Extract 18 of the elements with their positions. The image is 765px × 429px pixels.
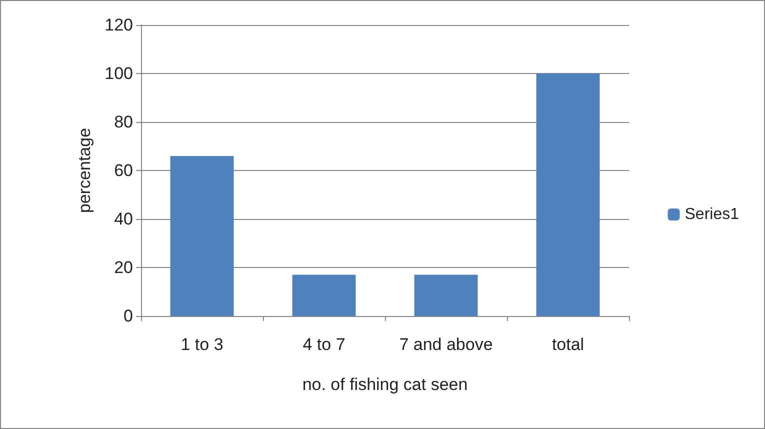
y-tick-label: 40: [114, 210, 133, 228]
x-tick-label: 4 to 7: [302, 335, 346, 354]
x-axis-title: no. of fishing cat seen: [302, 375, 468, 394]
y-tick-label: 60: [114, 161, 133, 180]
y-tick-label: 80: [114, 112, 133, 132]
y-tick-label: 100: [104, 64, 133, 83]
bar: [414, 274, 478, 316]
y-axis-title: percentage: [75, 128, 94, 214]
bar: [292, 274, 356, 316]
y-tick-label: 0: [124, 306, 133, 326]
x-tick-label: total: [552, 335, 584, 354]
x-tick-label: 7 and above: [399, 335, 493, 354]
bar: [170, 156, 234, 316]
x-tick-label: 1 to 3: [180, 335, 224, 354]
y-tick-label: 120: [104, 16, 133, 34]
y-tick-label: 20: [114, 258, 133, 277]
bar: [536, 74, 600, 316]
legend-label: Series1: [684, 206, 740, 223]
